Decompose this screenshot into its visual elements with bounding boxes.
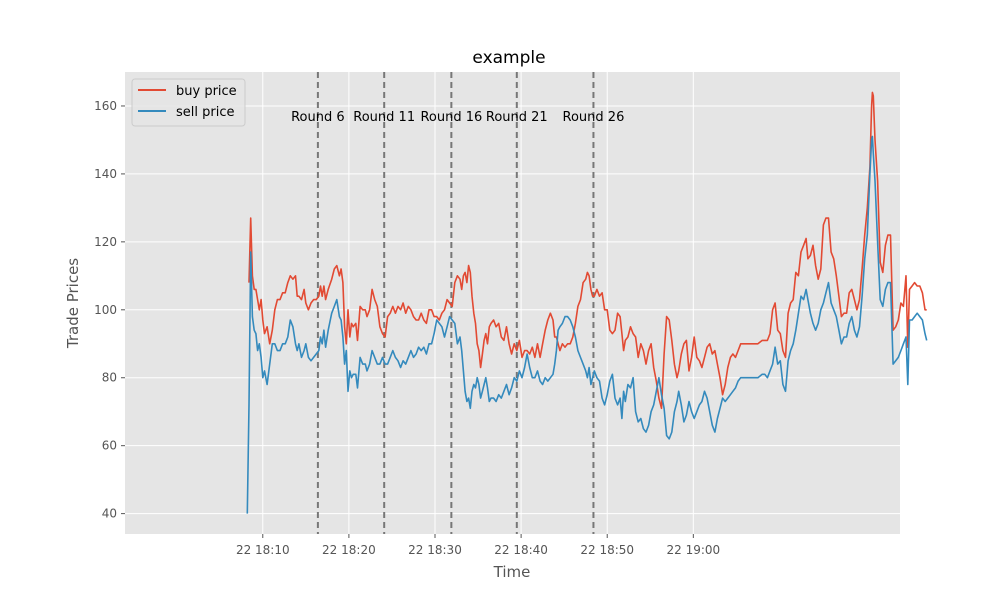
x-axis-label: Time: [493, 563, 531, 581]
round-marker-label: Round 21: [486, 110, 548, 125]
round-markers: Round 6 Round 11 Round 16 Round 21 Round 26: [291, 72, 624, 534]
grid: [125, 72, 900, 534]
legend-label-buy-price: buy price: [176, 84, 237, 99]
legend: buy price sell price: [131, 78, 246, 127]
x-axis-ticks: 22 18:10 22 18:20 22 18:30 22 18:40 22 18:50…: [236, 534, 720, 557]
y-axis-label: Trade Prices: [64, 258, 82, 349]
y-tick-label: 140: [94, 167, 117, 181]
y-tick-label: 160: [94, 99, 117, 113]
series-line-sell-price: [246, 135, 928, 514]
y-tick-label: 60: [102, 439, 117, 453]
y-tick-label: 100: [94, 303, 117, 317]
y-tick-label: 40: [102, 507, 117, 521]
x-tick-label: 22 18:50: [580, 543, 634, 557]
x-tick-label: 22 18:40: [494, 543, 548, 557]
series-lines: [246, 91, 928, 514]
legend-label-sell-price: sell price: [176, 105, 234, 120]
x-tick-label: 22 18:10: [236, 543, 290, 557]
x-tick-label: 22 19:00: [666, 543, 720, 557]
round-marker-label: Round 6: [291, 110, 345, 125]
chart-title: example: [472, 48, 545, 68]
series-line-buy-price: [248, 91, 927, 410]
x-tick-label: 22 18:30: [408, 543, 462, 557]
round-marker-label: Round 26: [563, 110, 625, 125]
y-tick-label: 80: [102, 371, 117, 385]
y-tick-label: 120: [94, 235, 117, 249]
x-tick-label: 22 18:20: [322, 543, 376, 557]
round-marker-label: Round 16: [420, 110, 482, 125]
y-axis-ticks: 40 60 80 100 120 140 160: [94, 99, 125, 521]
plot-area: [125, 72, 900, 534]
round-marker-label: Round 11: [353, 110, 415, 125]
